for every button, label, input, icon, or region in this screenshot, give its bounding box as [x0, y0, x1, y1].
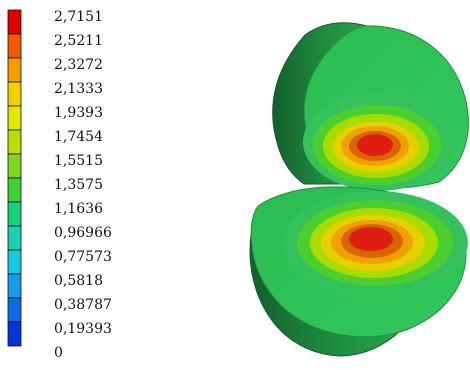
legend-label-14: 0	[54, 345, 63, 361]
legend-swatch-5	[7, 129, 22, 155]
legend-swatch-3	[7, 81, 22, 107]
legend-swatch-7	[7, 177, 22, 203]
legend-label-11: 0,5818	[54, 273, 103, 289]
legend-swatch-10	[7, 249, 22, 275]
legend-label-7: 1,3575	[54, 177, 103, 193]
legend-swatch-11	[7, 273, 22, 299]
legend-label-1: 2,5211	[54, 33, 103, 49]
legend-swatch-2	[7, 57, 22, 83]
legend-label-3: 2,1333	[54, 81, 103, 97]
legend-swatch-13	[7, 321, 22, 347]
cut-sphere-model	[249, 22, 469, 357]
legend-label-0: 2,7151	[54, 9, 103, 25]
legend-labels: 2,7151 2,5211 2,3272 2,1333 1,9393 1,745…	[54, 9, 112, 361]
legend-swatches	[7, 9, 22, 347]
legend-swatch-6	[7, 153, 22, 179]
upper-half	[272, 22, 469, 191]
legend-label-13: 0,19393	[54, 321, 112, 337]
legend-swatch-1	[7, 33, 22, 59]
legend-swatch-9	[7, 225, 22, 251]
legend-label-10: 0,77573	[54, 249, 112, 265]
legend-label-4: 1,9393	[54, 105, 103, 121]
legend-label-12: 0,38787	[54, 297, 112, 313]
legend-swatch-12	[7, 297, 22, 323]
legend-label-9: 0,96966	[54, 225, 112, 241]
lower-contour-7	[349, 227, 393, 251]
legend-label-6: 1,5515	[54, 153, 103, 169]
legend-label-8: 1,1636	[54, 201, 103, 217]
legend-label-5: 1,7454	[54, 129, 103, 145]
lower-half	[249, 186, 468, 357]
legend-swatch-8	[7, 201, 22, 227]
upper-contour-7	[357, 134, 393, 156]
legend-label-2: 2,3272	[54, 57, 103, 73]
color-legend: 2,7151 2,5211 2,3272 2,1333 1,9393 1,745…	[7, 9, 112, 361]
legend-swatch-4	[7, 105, 22, 131]
legend-swatch-0	[7, 9, 22, 35]
